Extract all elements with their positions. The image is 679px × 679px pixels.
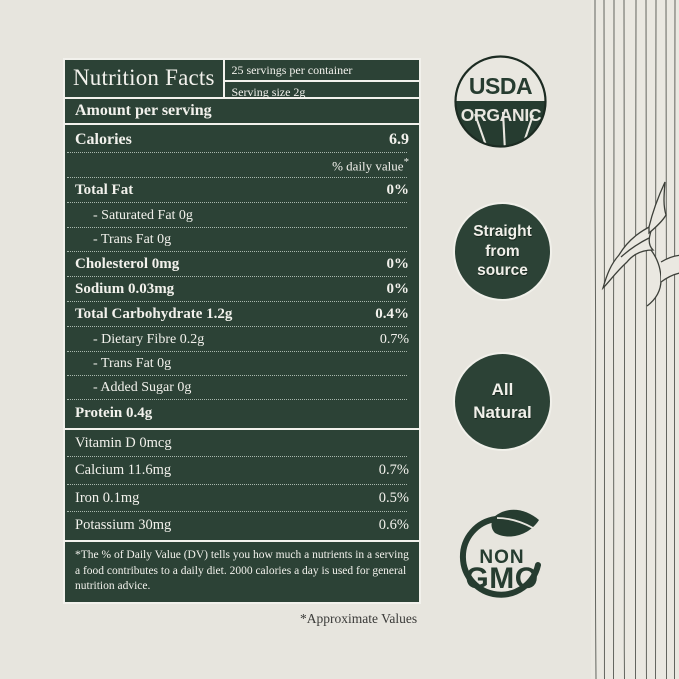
svg-text:ORGANIC: ORGANIC: [461, 105, 542, 125]
svg-text:USDA: USDA: [469, 73, 532, 99]
svg-text:GMO: GMO: [465, 562, 538, 595]
